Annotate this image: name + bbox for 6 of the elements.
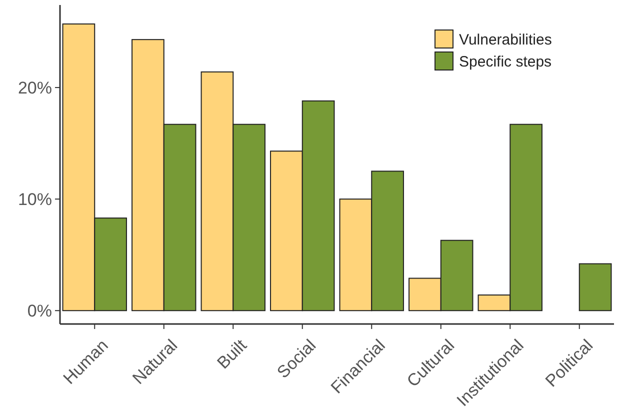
- bar: [578, 263, 612, 312]
- y-tick-label: 10%: [18, 190, 52, 210]
- y-tick-label: 20%: [18, 78, 52, 98]
- legend-label: Vulnerabilities: [459, 31, 552, 48]
- y-tick-label: 0%: [27, 302, 52, 321]
- legend-label: Specific steps: [459, 53, 552, 70]
